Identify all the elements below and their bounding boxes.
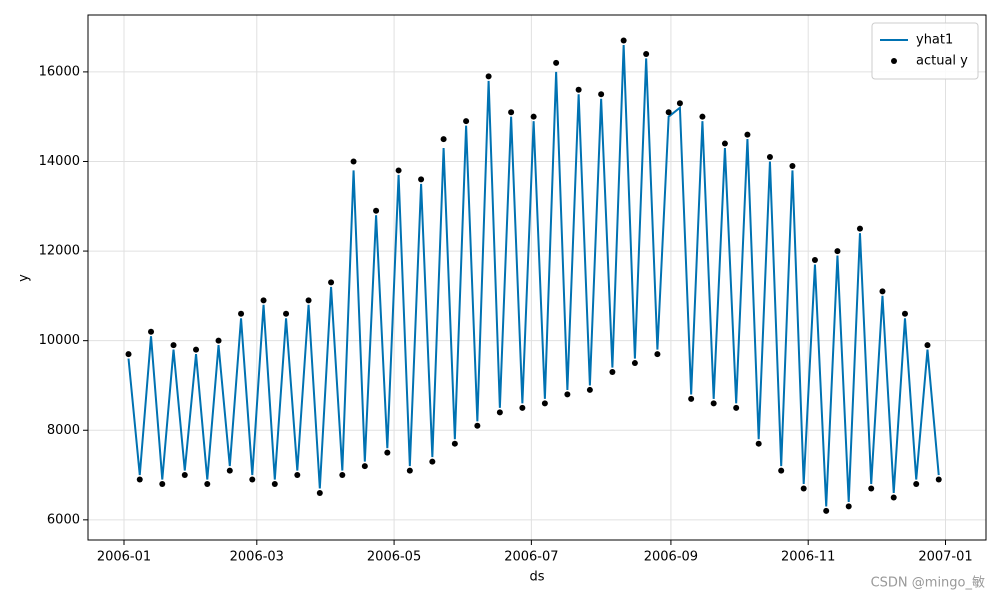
legend-box: [871, 22, 979, 80]
y-tick-label: 8000: [47, 423, 80, 438]
data-point: [575, 86, 582, 93]
data-point: [721, 140, 728, 147]
data-point: [598, 91, 605, 98]
data-point: [181, 472, 188, 479]
data-point: [541, 400, 548, 407]
data-point: [373, 207, 380, 214]
data-point: [440, 136, 447, 143]
data-point: [519, 404, 526, 411]
data-point: [305, 297, 312, 304]
data-point: [159, 481, 166, 488]
x-tick-label: 2006-05: [367, 550, 421, 565]
data-point: [800, 485, 807, 492]
data-point: [485, 73, 492, 80]
data-point: [463, 118, 470, 125]
watermark: CSDN @mingo_敏: [871, 576, 985, 591]
x-tick-label: 2006-01: [97, 550, 151, 565]
data-point: [260, 297, 267, 304]
data-point: [654, 351, 661, 358]
data-point: [193, 346, 200, 353]
data-point: [564, 391, 571, 398]
data-point: [249, 476, 256, 483]
data-point: [226, 467, 233, 474]
data-point: [204, 481, 211, 488]
data-point: [755, 440, 762, 447]
data-point: [901, 310, 908, 317]
data-point: [553, 59, 560, 66]
data-point: [294, 472, 301, 479]
data-point: [384, 449, 391, 456]
data-point: [350, 158, 357, 165]
y-tick-label: 10000: [39, 333, 80, 348]
data-point: [215, 337, 222, 344]
x-tick-label: 2007-01: [918, 550, 972, 565]
data-point: [586, 386, 593, 393]
data-point: [699, 113, 706, 120]
data-point: [733, 404, 740, 411]
x-tick-label: 2006-07: [504, 550, 558, 565]
x-tick-label: 2006-09: [644, 550, 698, 565]
data-point: [913, 481, 920, 488]
legend-swatch: [891, 58, 897, 64]
data-point: [496, 409, 503, 416]
plot-frame: [87, 14, 987, 541]
data-point: [125, 351, 132, 358]
x-axis-label: ds: [529, 570, 544, 585]
data-point: [530, 113, 537, 120]
data-point: [271, 481, 278, 488]
legend-label: yhat1: [916, 33, 953, 48]
data-point: [508, 109, 515, 116]
data-point: [890, 494, 897, 501]
data-point: [148, 328, 155, 335]
data-point: [429, 458, 436, 465]
data-point: [845, 503, 852, 510]
data-point: [856, 225, 863, 232]
data-point: [868, 485, 875, 492]
data-point: [924, 342, 931, 349]
data-point: [418, 176, 425, 183]
data-point: [665, 109, 672, 116]
y-tick-label: 6000: [47, 512, 80, 527]
legend-label: actual y: [916, 54, 968, 69]
data-point: [451, 440, 458, 447]
y-tick-label: 12000: [39, 244, 80, 259]
data-point: [395, 167, 402, 174]
data-point: [339, 472, 346, 479]
data-point: [316, 489, 323, 496]
data-point: [406, 467, 413, 474]
data-point: [238, 310, 245, 317]
data-point: [789, 162, 796, 169]
data-point: [744, 131, 751, 138]
y-tick-label: 16000: [39, 64, 80, 79]
data-point: [834, 248, 841, 255]
data-point: [328, 279, 335, 286]
data-point: [935, 476, 942, 483]
data-point: [688, 395, 695, 402]
data-point: [474, 422, 481, 429]
data-point: [283, 310, 290, 317]
data-point: [823, 507, 830, 514]
data-point: [643, 50, 650, 57]
data-point: [620, 37, 627, 44]
data-point: [361, 463, 368, 470]
data-point: [811, 257, 818, 264]
x-tick-label: 2006-11: [781, 550, 835, 565]
data-point: [710, 400, 717, 407]
data-point: [778, 467, 785, 474]
data-point: [170, 342, 177, 349]
data-point: [631, 360, 638, 367]
series-line: [127, 44, 940, 507]
y-tick-label: 14000: [39, 154, 80, 169]
data-point: [879, 288, 886, 295]
x-tick-label: 2006-03: [230, 550, 284, 565]
data-point: [136, 476, 143, 483]
y-axis-label: y: [17, 274, 32, 282]
data-point: [766, 154, 773, 161]
data-point: [676, 100, 683, 107]
data-point: [609, 369, 616, 376]
legend: yhat1 actual y: [871, 22, 979, 80]
